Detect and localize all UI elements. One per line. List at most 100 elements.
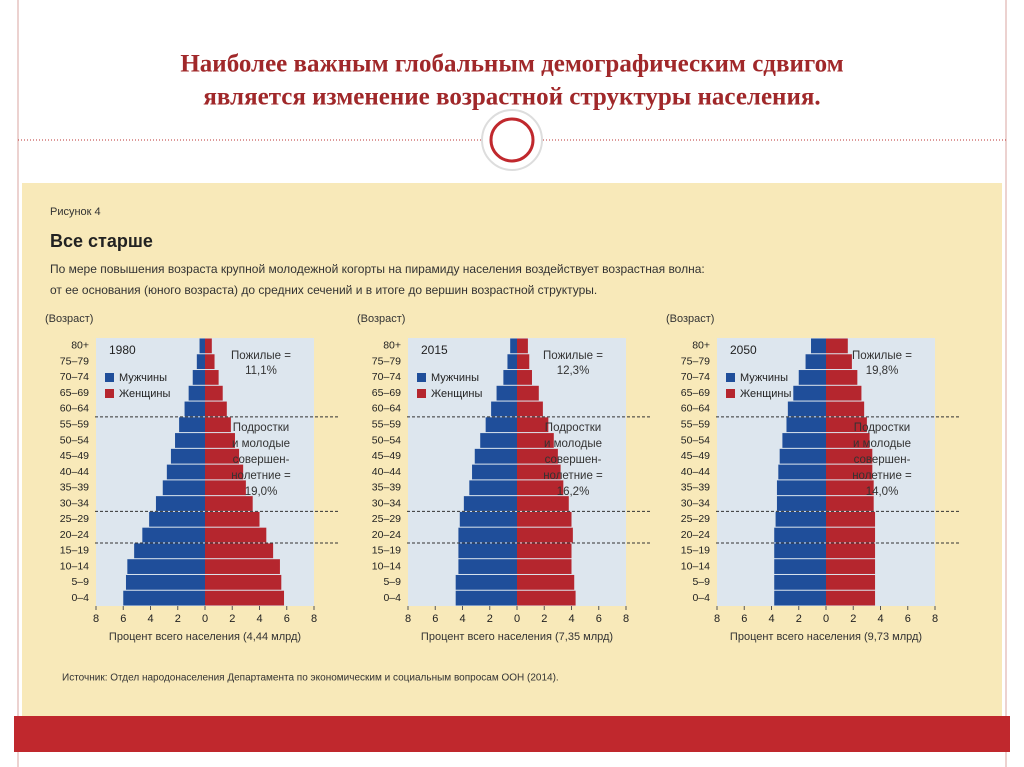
x-tick-label: 8 [714, 613, 720, 625]
bar [826, 417, 867, 433]
annotation: 19,0% [245, 486, 278, 498]
y-tick-label: 15–19 [681, 545, 710, 557]
bar [517, 559, 572, 574]
bar [205, 354, 215, 370]
annotation: Подростки [545, 422, 601, 434]
y-tick-label: 20–24 [60, 529, 89, 541]
bar [826, 354, 852, 370]
bar [469, 480, 517, 496]
bar [455, 574, 517, 590]
bar [826, 433, 870, 448]
y-tick-label: 25–29 [60, 513, 89, 525]
legend-label: Женщины [431, 388, 482, 400]
bar [517, 338, 528, 354]
bar [123, 590, 205, 606]
y-tick-label: 25–29 [681, 513, 710, 525]
y-tick-label: 80+ [692, 340, 710, 352]
y-axis-label: (Возраст) [666, 313, 714, 325]
x-tick-label: 2 [229, 613, 235, 625]
chart-title: 1980 [109, 343, 136, 357]
y-tick-label: 55–59 [60, 418, 89, 430]
bar [517, 370, 532, 385]
annotation: Пожилые = [231, 350, 291, 362]
y-tick-label: 20–24 [372, 529, 401, 541]
bar [517, 433, 554, 448]
chart-title: 2015 [421, 343, 448, 357]
bar [826, 448, 873, 464]
bar [458, 559, 517, 574]
annotation: 11,1% [245, 365, 277, 377]
y-tick-label: 75–79 [681, 355, 710, 367]
bar [517, 464, 561, 480]
bar [170, 448, 205, 464]
y-tick-label: 35–39 [372, 482, 401, 494]
x-axis-label: Процент всего населения (7,35 млрд) [421, 631, 613, 643]
bar [517, 527, 573, 543]
legend-swatch [417, 389, 426, 398]
bar [188, 385, 205, 401]
bar [776, 480, 826, 496]
annotation: Пожилые = [852, 350, 912, 362]
bar [162, 480, 205, 496]
bar [774, 559, 826, 574]
bar [517, 417, 549, 433]
annotation: нолетние = [852, 470, 912, 482]
x-tick-label: 8 [93, 613, 99, 625]
x-tick-label: 4 [877, 613, 883, 625]
legend-label: Мужчины [740, 372, 788, 384]
bar [517, 543, 572, 559]
x-tick-label: 2 [487, 613, 493, 625]
bar [503, 370, 517, 385]
bar [826, 574, 876, 590]
bar [826, 370, 858, 385]
x-axis-label: Процент всего населения (9,73 млрд) [730, 631, 922, 643]
y-tick-label: 60–64 [372, 403, 401, 415]
annotation: нолетние = [231, 470, 291, 482]
bar [205, 448, 240, 464]
y-tick-label: 50–54 [681, 434, 710, 446]
x-tick-label: 8 [311, 613, 317, 625]
bar [491, 401, 517, 417]
bar [786, 417, 826, 433]
bar [192, 370, 205, 385]
y-tick-label: 50–54 [372, 434, 401, 446]
bar [205, 480, 246, 496]
y-tick-label: 15–19 [60, 545, 89, 557]
bar [184, 401, 205, 417]
bar [205, 417, 231, 433]
x-tick-label: 4 [147, 613, 153, 625]
bar [459, 511, 517, 527]
annotation: совершен- [854, 454, 911, 466]
legend-swatch [417, 373, 426, 382]
bar [826, 480, 874, 496]
bar [774, 574, 826, 590]
y-tick-label: 65–69 [372, 387, 401, 399]
y-axis-label: (Возраст) [357, 313, 405, 325]
bar [455, 590, 517, 606]
y-tick-label: 75–79 [60, 355, 89, 367]
y-tick-label: 40–44 [60, 466, 89, 478]
bar [205, 433, 235, 448]
bar [805, 354, 826, 370]
x-tick-label: 6 [284, 613, 290, 625]
bar [826, 464, 873, 480]
bar [778, 464, 826, 480]
bar [205, 511, 260, 527]
legend-label: Женщины [740, 388, 791, 400]
y-tick-label: 50–54 [60, 434, 89, 446]
x-tick-label: 4 [568, 613, 574, 625]
annotation: нолетние = [543, 470, 603, 482]
x-tick-label: 6 [741, 613, 747, 625]
y-tick-label: 5–9 [383, 576, 401, 588]
slide-title: Наиболее важным глобальным демографическ… [180, 51, 843, 78]
annotation: совершен- [233, 454, 290, 466]
x-tick-label: 8 [623, 613, 629, 625]
y-tick-label: 55–59 [681, 418, 710, 430]
annotation: Подростки [854, 422, 910, 434]
legend-swatch [726, 373, 735, 382]
bar [787, 401, 826, 417]
bar [179, 417, 205, 433]
bar [826, 559, 876, 574]
y-tick-label: 45–49 [60, 450, 89, 462]
bar [134, 543, 205, 559]
